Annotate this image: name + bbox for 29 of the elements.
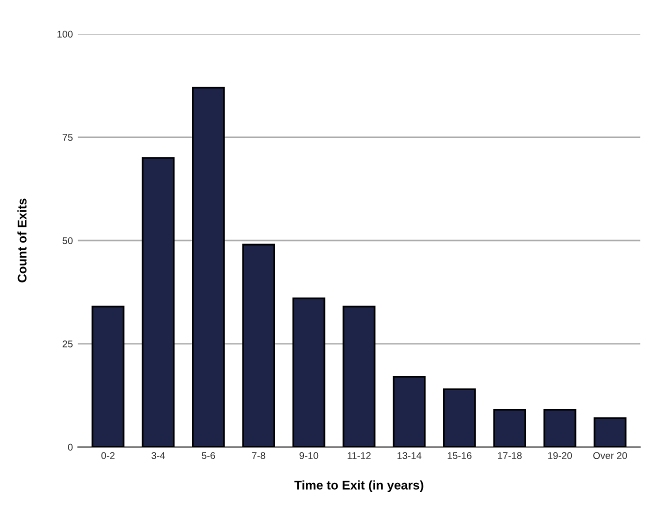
x-tick-label: Over 20: [593, 452, 627, 460]
bar: [594, 417, 626, 448]
x-tick-label: 19-20: [548, 452, 572, 460]
y-tick-label: 75: [62, 134, 73, 141]
x-tick-label: 3-4: [152, 452, 165, 460]
y-tick-label: 100: [58, 30, 73, 38]
x-tick-label: 15-16: [448, 452, 472, 460]
y-axis-title: Count of Exits: [17, 198, 27, 282]
x-tick-label: 0-2: [101, 452, 115, 460]
x-axis-title: Time to Exit (in years): [294, 480, 424, 492]
bar: [543, 409, 576, 448]
x-tick-label: 11-12: [348, 452, 371, 459]
bar: [242, 244, 276, 448]
bar: [493, 409, 526, 448]
y-tick-label: 0: [68, 444, 73, 451]
x-tick-label: 5-6: [202, 452, 216, 460]
y-tick-label: 50: [62, 237, 73, 244]
x-tick-label: 17-18: [498, 452, 522, 460]
y-tick-label: 25: [62, 340, 73, 348]
x-tick-label: 9-10: [300, 452, 318, 460]
bar: [342, 306, 376, 448]
bar: [443, 388, 476, 448]
x-tick-label: 7-8: [252, 452, 266, 460]
bar: [142, 157, 175, 448]
x-tick-label: 13-14: [398, 452, 422, 460]
bar: [392, 376, 426, 448]
bar: [92, 306, 124, 448]
bar: [192, 86, 225, 448]
bar: [292, 297, 326, 448]
